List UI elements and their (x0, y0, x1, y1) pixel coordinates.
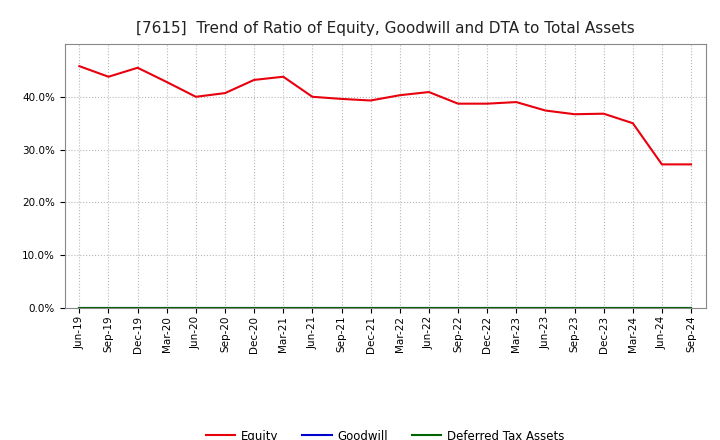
Deferred Tax Assets (687, 305, 696, 311)
Equity (425, 89, 433, 95)
Deferred Tax Assets (512, 305, 521, 311)
Equity (308, 94, 317, 99)
Goodwill (541, 305, 550, 311)
Deferred Tax Assets (75, 305, 84, 311)
Goodwill (163, 305, 171, 311)
Deferred Tax Assets (599, 305, 608, 311)
Line: Equity: Equity (79, 66, 691, 165)
Goodwill (570, 305, 579, 311)
Goodwill (337, 305, 346, 311)
Equity (192, 94, 200, 99)
Equity (337, 96, 346, 102)
Goodwill (279, 305, 287, 311)
Equity (133, 65, 142, 70)
Equity (454, 101, 462, 106)
Goodwill (133, 305, 142, 311)
Deferred Tax Assets (337, 305, 346, 311)
Goodwill (395, 305, 404, 311)
Deferred Tax Assets (366, 305, 375, 311)
Equity (570, 112, 579, 117)
Goodwill (366, 305, 375, 311)
Goodwill (192, 305, 200, 311)
Goodwill (104, 305, 113, 311)
Equity (599, 111, 608, 116)
Deferred Tax Assets (220, 305, 229, 311)
Deferred Tax Assets (483, 305, 492, 311)
Deferred Tax Assets (279, 305, 287, 311)
Goodwill (308, 305, 317, 311)
Title: [7615]  Trend of Ratio of Equity, Goodwill and DTA to Total Assets: [7615] Trend of Ratio of Equity, Goodwil… (136, 21, 634, 36)
Legend: Equity, Goodwill, Deferred Tax Assets: Equity, Goodwill, Deferred Tax Assets (201, 425, 570, 440)
Goodwill (657, 305, 666, 311)
Deferred Tax Assets (425, 305, 433, 311)
Deferred Tax Assets (133, 305, 142, 311)
Equity (629, 121, 637, 126)
Equity (483, 101, 492, 106)
Goodwill (687, 305, 696, 311)
Deferred Tax Assets (308, 305, 317, 311)
Deferred Tax Assets (395, 305, 404, 311)
Equity (687, 162, 696, 167)
Deferred Tax Assets (104, 305, 113, 311)
Goodwill (454, 305, 462, 311)
Goodwill (250, 305, 258, 311)
Deferred Tax Assets (570, 305, 579, 311)
Deferred Tax Assets (657, 305, 666, 311)
Goodwill (220, 305, 229, 311)
Equity (250, 77, 258, 83)
Goodwill (599, 305, 608, 311)
Goodwill (425, 305, 433, 311)
Equity (220, 91, 229, 96)
Equity (512, 99, 521, 105)
Equity (75, 63, 84, 69)
Deferred Tax Assets (629, 305, 637, 311)
Equity (163, 79, 171, 84)
Goodwill (512, 305, 521, 311)
Deferred Tax Assets (541, 305, 550, 311)
Deferred Tax Assets (454, 305, 462, 311)
Equity (657, 162, 666, 167)
Deferred Tax Assets (250, 305, 258, 311)
Deferred Tax Assets (163, 305, 171, 311)
Equity (104, 74, 113, 79)
Equity (366, 98, 375, 103)
Goodwill (483, 305, 492, 311)
Goodwill (629, 305, 637, 311)
Equity (395, 92, 404, 98)
Equity (279, 74, 287, 79)
Equity (541, 108, 550, 113)
Deferred Tax Assets (192, 305, 200, 311)
Goodwill (75, 305, 84, 311)
